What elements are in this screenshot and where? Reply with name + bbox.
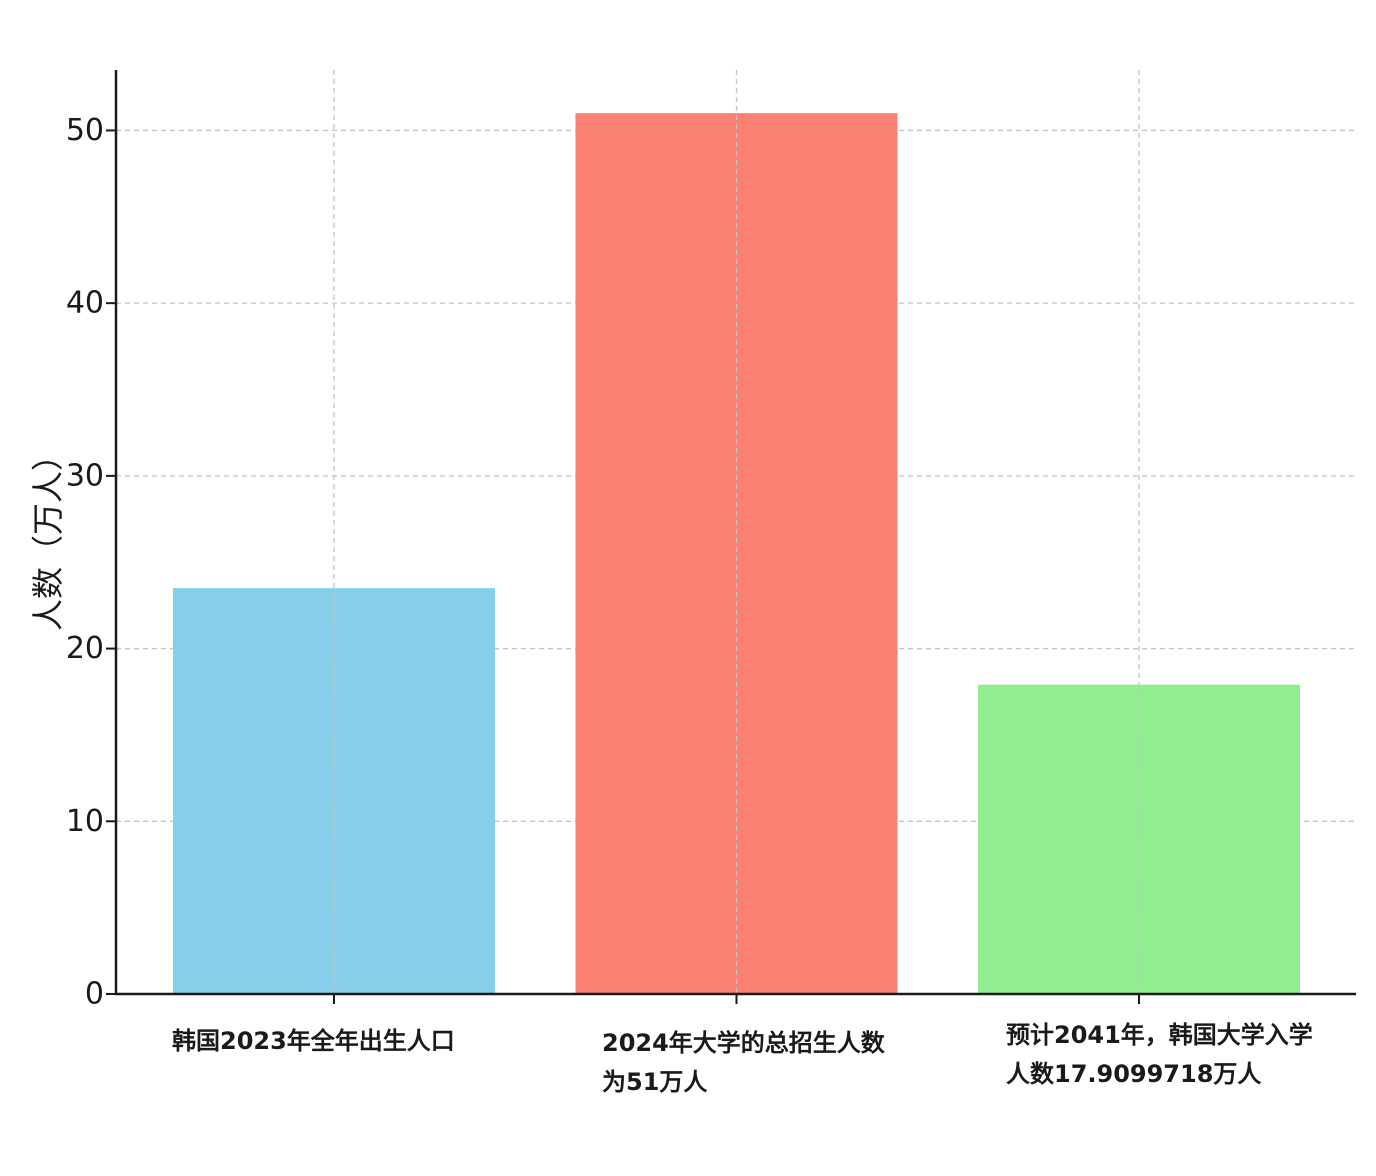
- x-category-label: 韩国2023年全年出生人口: [172, 1027, 455, 1055]
- y-tick-label: 0: [85, 977, 104, 1012]
- y-axis-label: 人数（万人）: [29, 439, 67, 631]
- y-tick-label: 20: [66, 631, 104, 666]
- y-tick-label: 40: [66, 286, 104, 321]
- x-category-label: 2024年大学的总招生人数为51万人: [602, 1029, 886, 1096]
- y-tick-label: 50: [66, 113, 104, 148]
- y-tick-label: 30: [66, 458, 104, 493]
- y-tick-label: 10: [66, 804, 104, 839]
- x-labels-layer: 韩国2023年全年出生人口 2024年大学的总招生人数为51万人 预计2041年，韩…: [172, 1021, 1313, 1096]
- y-ticks-layer: 0 10 20 30 40 50: [66, 113, 1140, 1012]
- x-category-label: 预计2041年，韩国大学入学人数17.9099718万人: [1006, 1021, 1313, 1088]
- vertical-grid-layer: [333, 70, 1140, 994]
